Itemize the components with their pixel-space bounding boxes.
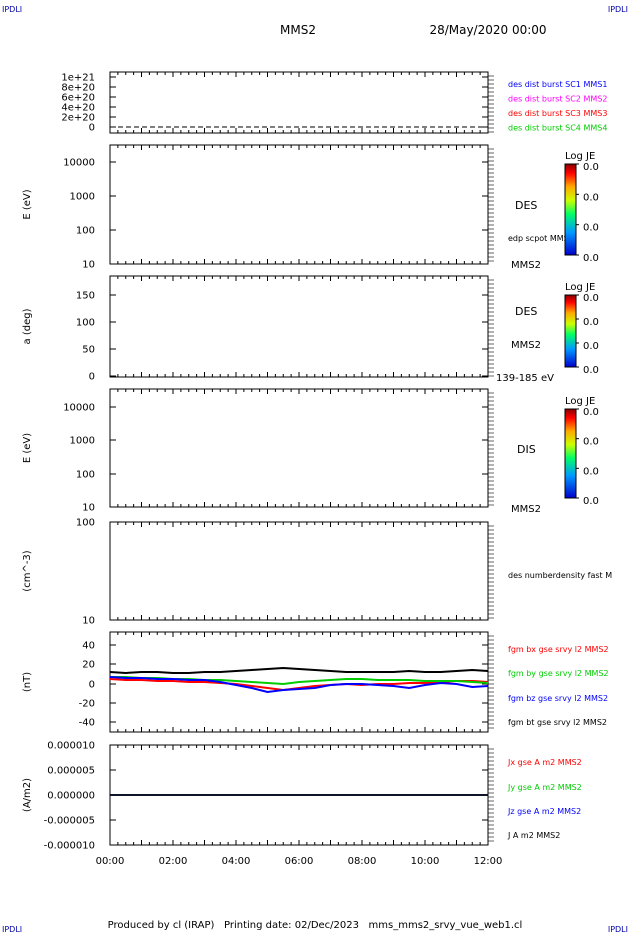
panel-frame [109, 388, 489, 508]
colorbar-title: Log JE [565, 151, 595, 162]
y-tick-label: 150 [76, 291, 95, 302]
y-tick-label: 10000 [63, 158, 95, 169]
y-tick-label: 0.000000 [47, 791, 95, 802]
colorbar-tick-label: 0.0 [583, 341, 599, 352]
legend-item: Jz gse A m2 MMS2 [507, 807, 581, 816]
corner-tag-top-right: IPDLI [608, 5, 628, 14]
colorbar-tick-label: 0.0 [583, 466, 599, 477]
energy-range-label: 139-185 eV [496, 373, 554, 384]
legend-item: fgm bx gse srvy l2 MMS2 [508, 645, 609, 654]
y-tick-label: 1000 [70, 192, 95, 203]
y-tick-label: -0.000010 [44, 841, 95, 852]
legend-item: fgm bz gse srvy l2 MMS2 [508, 694, 608, 703]
series-label: edp scpot MMS2 [508, 234, 574, 243]
panel-frame [109, 521, 489, 621]
colorbar-tick-label: 0.0 [583, 317, 599, 328]
y-tick-label: -0.000005 [44, 816, 95, 827]
x-tick-label: 02:00 [159, 856, 188, 867]
spacecraft-label: MMS2 [511, 260, 541, 271]
colorbar-tick-label: 0.0 [583, 223, 599, 234]
y-tick-label: 10 [82, 260, 95, 271]
spacecraft-label: MMS2 [511, 340, 541, 351]
x-tick-label: 08:00 [348, 856, 377, 867]
colorbar-tick-label: 0.0 [583, 365, 599, 376]
y-axis-label: (A/m2) [22, 778, 33, 812]
panel-frame [109, 144, 489, 265]
y-tick-label: 1000 [70, 436, 95, 447]
corner-tag-top-left: IPDLI [2, 5, 22, 14]
colorbar-tick-label: 0.0 [583, 437, 599, 448]
y-tick-label: 6e+20 [61, 93, 95, 104]
y-tick-label: 50 [82, 345, 95, 356]
y-tick-label: -20 [79, 699, 95, 710]
y-axis-label: (nT) [22, 672, 33, 692]
colorbar-tick-label: 0.0 [583, 253, 599, 264]
y-tick-label: 4e+20 [61, 103, 95, 114]
y-axis-label: E (eV) [22, 433, 33, 463]
x-tick-label: 00:00 [96, 856, 125, 867]
footer-credit: Produced by cl (IRAP) Printing date: 02/… [108, 920, 523, 931]
y-tick-label: -40 [79, 718, 95, 729]
b-field-line [109, 666, 489, 675]
legend-item: fgm by gse srvy l2 MMS2 [508, 669, 609, 678]
y-tick-label: 0 [89, 372, 95, 383]
y-tick-label: 100 [76, 226, 95, 237]
x-tick-label: 12:00 [474, 856, 503, 867]
y-tick-label: 100 [76, 518, 95, 529]
y-tick-label: 8e+20 [61, 83, 95, 94]
legend-item: des dist burst SC4 MMS4 [508, 124, 607, 133]
y-tick-label: 100 [76, 318, 95, 329]
colorbar-tick-label: 0.0 [583, 293, 599, 304]
colorbar [564, 294, 577, 368]
legend-item: Jy gse A m2 MMS2 [507, 783, 582, 792]
y-tick-label: 0.000010 [47, 741, 95, 752]
legend-item: des dist burst SC2 MMS2 [508, 95, 607, 104]
y-tick-label: 0.000005 [47, 766, 95, 777]
legend-item: des dist burst SC1 MMS1 [508, 80, 607, 89]
y-tick-label: 1e+21 [61, 73, 95, 84]
colorbar [564, 163, 577, 256]
legend-item: des dist burst SC3 MMS3 [508, 109, 607, 118]
corner-tag-bottom-right: IPDLI [608, 925, 628, 934]
panels-group: 1e+218e+206e+204e+202e+20010000100010010… [22, 71, 612, 867]
y-tick-label: 20 [82, 660, 95, 671]
y-axis-label: E (eV) [22, 189, 33, 219]
colorbar-tick-label: 0.0 [583, 407, 599, 418]
colorbar-tick-label: 0.0 [583, 162, 599, 173]
panel-frame [109, 71, 489, 134]
instrument-label: DIS [517, 443, 536, 456]
y-tick-label: 10000 [63, 403, 95, 414]
panel-frame [109, 275, 489, 378]
instrument-label: DES [515, 305, 537, 318]
y-tick-label: 2e+20 [61, 113, 95, 124]
plot-datetime: 28/May/2020 00:00 [429, 23, 546, 37]
y-tick-label: 100 [76, 470, 95, 481]
x-tick-label: 04:00 [222, 856, 251, 867]
spacecraft-label: MMS2 [511, 504, 541, 515]
y-tick-label: 10 [82, 616, 95, 627]
instrument-label: DES [515, 199, 537, 212]
colorbar-title: Log JE [565, 396, 595, 407]
y-axis-label: (cm^-3) [22, 550, 33, 591]
legend-item: fgm bt gse srvy l2 MMS2 [508, 718, 607, 727]
y-axis-label: a (deg) [22, 308, 33, 344]
y-tick-label: 10 [82, 503, 95, 514]
x-tick-label: 06:00 [285, 856, 314, 867]
colorbar-tick-label: 0.0 [583, 496, 599, 507]
colorbar-title: Log JE [565, 282, 595, 293]
spacecraft-title: MMS2 [280, 23, 316, 37]
b-field-line [109, 676, 489, 694]
legend-item: J A m2 MMS2 [507, 831, 560, 840]
y-tick-label: 0 [89, 123, 95, 134]
colorbar-tick-label: 0.0 [583, 192, 599, 203]
series-label: des numberdensity fast M [508, 571, 612, 580]
legend-item: Jx gse A m2 MMS2 [507, 758, 582, 767]
y-tick-label: 0 [89, 680, 95, 691]
y-tick-label: 40 [82, 641, 95, 652]
x-tick-label: 10:00 [411, 856, 440, 867]
corner-tag-bottom-left: IPDLI [2, 925, 22, 934]
colorbar [564, 408, 577, 499]
